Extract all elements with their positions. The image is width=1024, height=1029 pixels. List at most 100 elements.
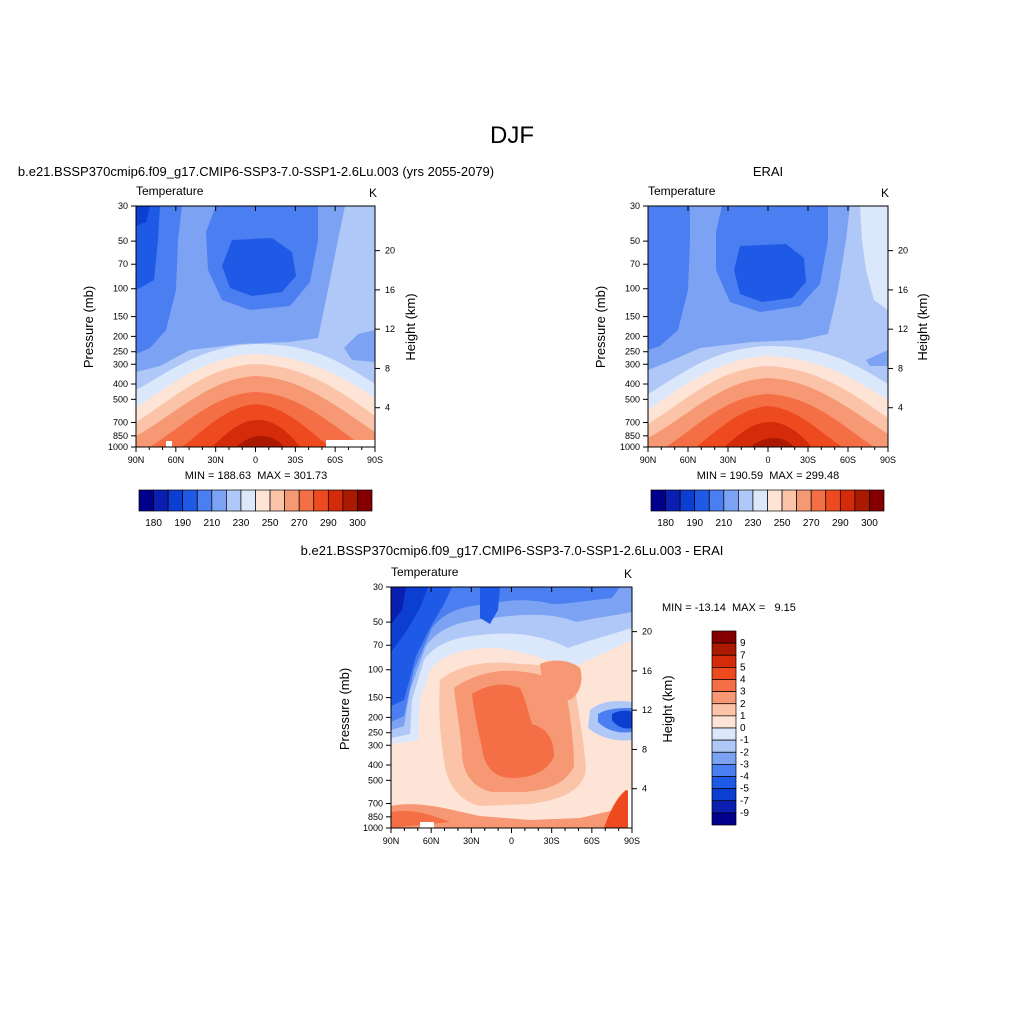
- pressure-tick-label: 70: [118, 259, 128, 269]
- colorbar-swatch: [711, 812, 737, 826]
- colorbar-swatch: [839, 489, 856, 512]
- pressure-tick-label: 850: [368, 812, 383, 822]
- panel-model-minmax: MIN = 188.63 MAX = 301.73: [185, 470, 327, 482]
- colorbar-swatch: [211, 489, 227, 512]
- panel-model-units-label: K: [369, 186, 377, 200]
- colorbar-swatch: [196, 489, 213, 512]
- panel-model-latitude-axis: 90N 60N 30N 0 30S 60S 90S: [128, 206, 383, 465]
- colorbar-swatch: [357, 489, 373, 512]
- pressure-tick-label: 250: [625, 347, 640, 357]
- colorbar-swatch: [711, 800, 737, 814]
- pressure-tick-label: 50: [630, 236, 640, 246]
- pressure-tick-label: 500: [368, 775, 383, 785]
- contour-band: [750, 438, 794, 447]
- latitude-tick-label: 0: [253, 455, 258, 465]
- height-tick-label: 12: [385, 324, 395, 334]
- colorbar-swatch: [796, 489, 812, 512]
- pressure-tick-label: 100: [113, 284, 128, 294]
- colorbar-swatch: [869, 489, 885, 512]
- contour-band: [391, 810, 450, 828]
- colorbar-swatch: [711, 642, 737, 656]
- panel-diff: b.e21.BSSP370cmip6.f09_g17.CMIP6-SSP3-7.…: [301, 543, 796, 846]
- latitude-tick-label: 30S: [800, 455, 816, 465]
- colorbar-label: -9: [740, 808, 749, 819]
- colorbar-label: 1: [740, 711, 746, 722]
- height-tick-label: 12: [898, 324, 908, 334]
- pressure-tick-label: 400: [113, 379, 128, 389]
- pressure-tick-label: 850: [113, 431, 128, 441]
- contour-band: [222, 238, 296, 296]
- pressure-tick-label: 250: [113, 347, 128, 357]
- panel-model-colorbar: 180 190 210 230 250 270 290 300: [138, 489, 373, 529]
- height-tick-label: 20: [642, 627, 652, 637]
- pressure-tick-label: 250: [368, 728, 383, 738]
- height-tick-label: 20: [385, 246, 395, 256]
- missing-data: [326, 440, 375, 447]
- colorbar-label: 4: [740, 675, 746, 686]
- colorbar-swatch: [723, 489, 739, 512]
- panel-diff-contours: [391, 587, 632, 828]
- panel-diff-title: b.e21.BSSP370cmip6.f09_g17.CMIP6-SSP3-7.…: [301, 543, 724, 558]
- colorbar-label: 230: [745, 518, 762, 529]
- colorbar-label: 0: [740, 723, 746, 734]
- height-tick-label: 4: [642, 784, 647, 794]
- panel-obs-variable-label: Temperature: [648, 184, 716, 198]
- colorbar-swatch: [665, 489, 681, 512]
- colorbar-swatch: [711, 788, 737, 802]
- pressure-tick-label: 150: [625, 312, 640, 322]
- colorbar-swatch: [711, 776, 737, 789]
- panel-diff-latitude-axis: 90N 60N 30N 0 30S 60S 90S: [383, 587, 640, 846]
- colorbar-swatch: [694, 489, 710, 512]
- contour-band: [480, 587, 500, 624]
- height-tick-label: 16: [898, 285, 908, 295]
- colorbar-label: 300: [861, 518, 878, 529]
- latitude-tick-label: 90N: [128, 455, 145, 465]
- contour-band: [472, 684, 554, 778]
- pressure-tick-label: 500: [625, 394, 640, 404]
- panel-obs-latitude-axis: 90N 60N 30N 0 30S 60S 90S: [640, 206, 896, 465]
- panel-model-height-axis: 20 16 12 8 4: [375, 246, 395, 413]
- latitude-tick-label: 60N: [168, 455, 185, 465]
- contour-band: [604, 790, 632, 828]
- pressure-tick-label: 100: [368, 665, 383, 675]
- pressure-tick-label: 30: [630, 201, 640, 211]
- page-title: DJF: [490, 122, 534, 149]
- latitude-tick-label: 60N: [680, 455, 697, 465]
- height-tick-label: 8: [385, 363, 390, 373]
- panel-model-contours: [136, 206, 375, 447]
- colorbar-swatch: [269, 489, 285, 512]
- missing-data: [420, 822, 434, 828]
- latitude-tick-label: 0: [765, 455, 770, 465]
- colorbar-swatch: [226, 489, 242, 512]
- panel-diff-height-axis: 20 16 12 8 4: [632, 627, 652, 794]
- height-tick-label: 12: [642, 705, 652, 715]
- height-tick-label: 8: [642, 744, 647, 754]
- panel-obs-minmax: MIN = 190.59 MAX = 299.48: [697, 470, 839, 482]
- pressure-tick-label: 400: [368, 760, 383, 770]
- height-tick-label: 16: [642, 666, 652, 676]
- panel-obs-colorbar: 180 190 210 230 250 270 290 300: [650, 489, 885, 529]
- panel-obs-ylabel: Pressure (mb): [593, 286, 608, 368]
- latitude-tick-label: 90N: [383, 836, 400, 846]
- pressure-tick-label: 100: [625, 284, 640, 294]
- pressure-tick-label: 70: [373, 640, 383, 650]
- height-tick-label: 8: [898, 363, 903, 373]
- colorbar-swatch: [752, 489, 768, 512]
- colorbar-swatch: [711, 739, 737, 753]
- pressure-tick-label: 300: [368, 740, 383, 750]
- pressure-tick-label: 300: [625, 359, 640, 369]
- height-tick-label: 16: [385, 285, 395, 295]
- colorbar-label: 300: [349, 518, 366, 529]
- colorbar-swatch: [711, 715, 737, 729]
- latitude-tick-label: 90N: [640, 455, 657, 465]
- contour-band: [860, 206, 888, 310]
- contour-band: [540, 660, 582, 700]
- latitude-tick-label: 30N: [207, 455, 224, 465]
- panel-diff-ylabel-right: Height (km): [660, 675, 675, 742]
- colorbar-swatch: [711, 654, 737, 668]
- panel-obs-units-label: K: [881, 186, 889, 200]
